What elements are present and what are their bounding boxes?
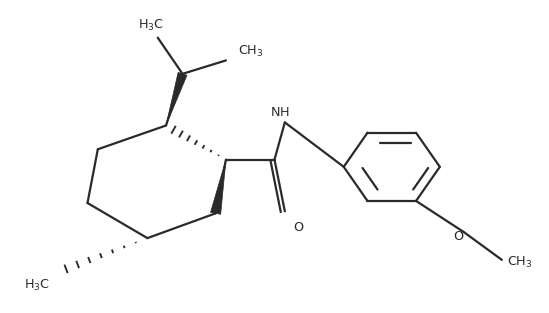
Text: $\mathregular{O}$: $\mathregular{O}$ [453,229,464,243]
Text: $\mathregular{H_3C}$: $\mathregular{H_3C}$ [24,278,50,293]
Text: $\mathregular{H_3C}$: $\mathregular{H_3C}$ [137,18,164,33]
Polygon shape [166,72,187,126]
Text: $\mathregular{O}$: $\mathregular{O}$ [293,221,304,234]
Text: $\mathregular{NH}$: $\mathregular{NH}$ [270,105,289,119]
Text: $\mathregular{CH_3}$: $\mathregular{CH_3}$ [507,255,533,270]
Polygon shape [210,160,226,214]
Text: $\mathregular{CH_3}$: $\mathregular{CH_3}$ [238,44,264,59]
